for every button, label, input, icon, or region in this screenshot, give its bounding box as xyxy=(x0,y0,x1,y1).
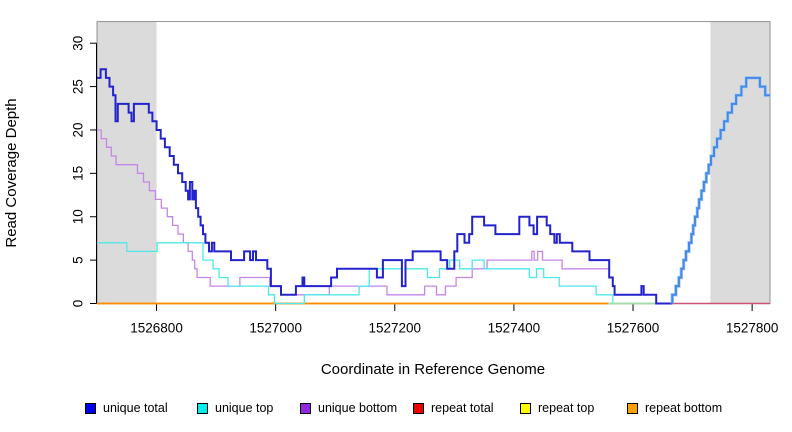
y-tick-label: 25 xyxy=(71,79,86,94)
legend-swatch-unique-total xyxy=(85,402,96,414)
y-tick-label: 0 xyxy=(71,300,86,308)
x-tick-label: 1527800 xyxy=(726,321,779,336)
legend-item-unique-top: unique top xyxy=(197,397,273,419)
legend-label: repeat top xyxy=(538,401,595,415)
series-lines xyxy=(97,68,770,305)
y-tick-label: 10 xyxy=(71,209,86,224)
plot-frame xyxy=(96,21,771,304)
shaded-regions xyxy=(97,21,770,304)
axes: 0 5 10 15 20 25 30 1526800 1527000 1527200 1527400… xyxy=(71,36,779,336)
y-tick-label: 20 xyxy=(71,122,86,137)
x-tick-label: 1527200 xyxy=(369,321,422,336)
legend-item-unique-total: unique total xyxy=(85,397,168,419)
plot-border xyxy=(96,21,771,304)
x-tick-label: 1527000 xyxy=(249,321,302,336)
legend-item-repeat-top: repeat top xyxy=(520,397,594,419)
x-tick-label: 1527400 xyxy=(488,321,541,336)
repeat-region-band-0 xyxy=(97,21,157,304)
legend-swatch-unique-top xyxy=(197,402,208,414)
y-tick-label: 5 xyxy=(71,256,86,264)
legend-swatch-repeat-bottom xyxy=(627,402,638,414)
series-unique-bottom-line xyxy=(97,129,669,305)
series-unique-total-line xyxy=(97,68,673,305)
legend-swatch-repeat-total xyxy=(413,402,424,414)
legend-label: unique total xyxy=(103,401,168,415)
legend-item-repeat-total: repeat total xyxy=(413,397,494,419)
series-unique-total-right-line xyxy=(671,76,770,304)
y-axis-title: Read Coverage Depth xyxy=(3,98,20,247)
legend-label: repeat total xyxy=(431,401,494,415)
repeat-region-band-1 xyxy=(710,21,770,304)
legend-label: unique bottom xyxy=(318,401,398,415)
legend-label: unique top xyxy=(215,401,274,415)
x-tick-label: 1527600 xyxy=(607,321,660,336)
x-axis-title: Coordinate in Reference Genome xyxy=(321,361,545,378)
y-tick-label: 15 xyxy=(71,166,86,181)
legend-item-repeat-bottom: repeat bottom xyxy=(627,397,722,419)
legend: unique total unique top unique bottom repea… xyxy=(0,397,792,423)
x-tick-label: 1526800 xyxy=(130,321,183,336)
legend-swatch-unique-bottom xyxy=(300,402,311,414)
legend-label: repeat bottom xyxy=(645,401,723,415)
legend-item-unique-bottom: unique bottom xyxy=(300,397,397,419)
legend-swatch-repeat-top xyxy=(520,402,531,414)
y-tick-label: 30 xyxy=(71,36,86,51)
